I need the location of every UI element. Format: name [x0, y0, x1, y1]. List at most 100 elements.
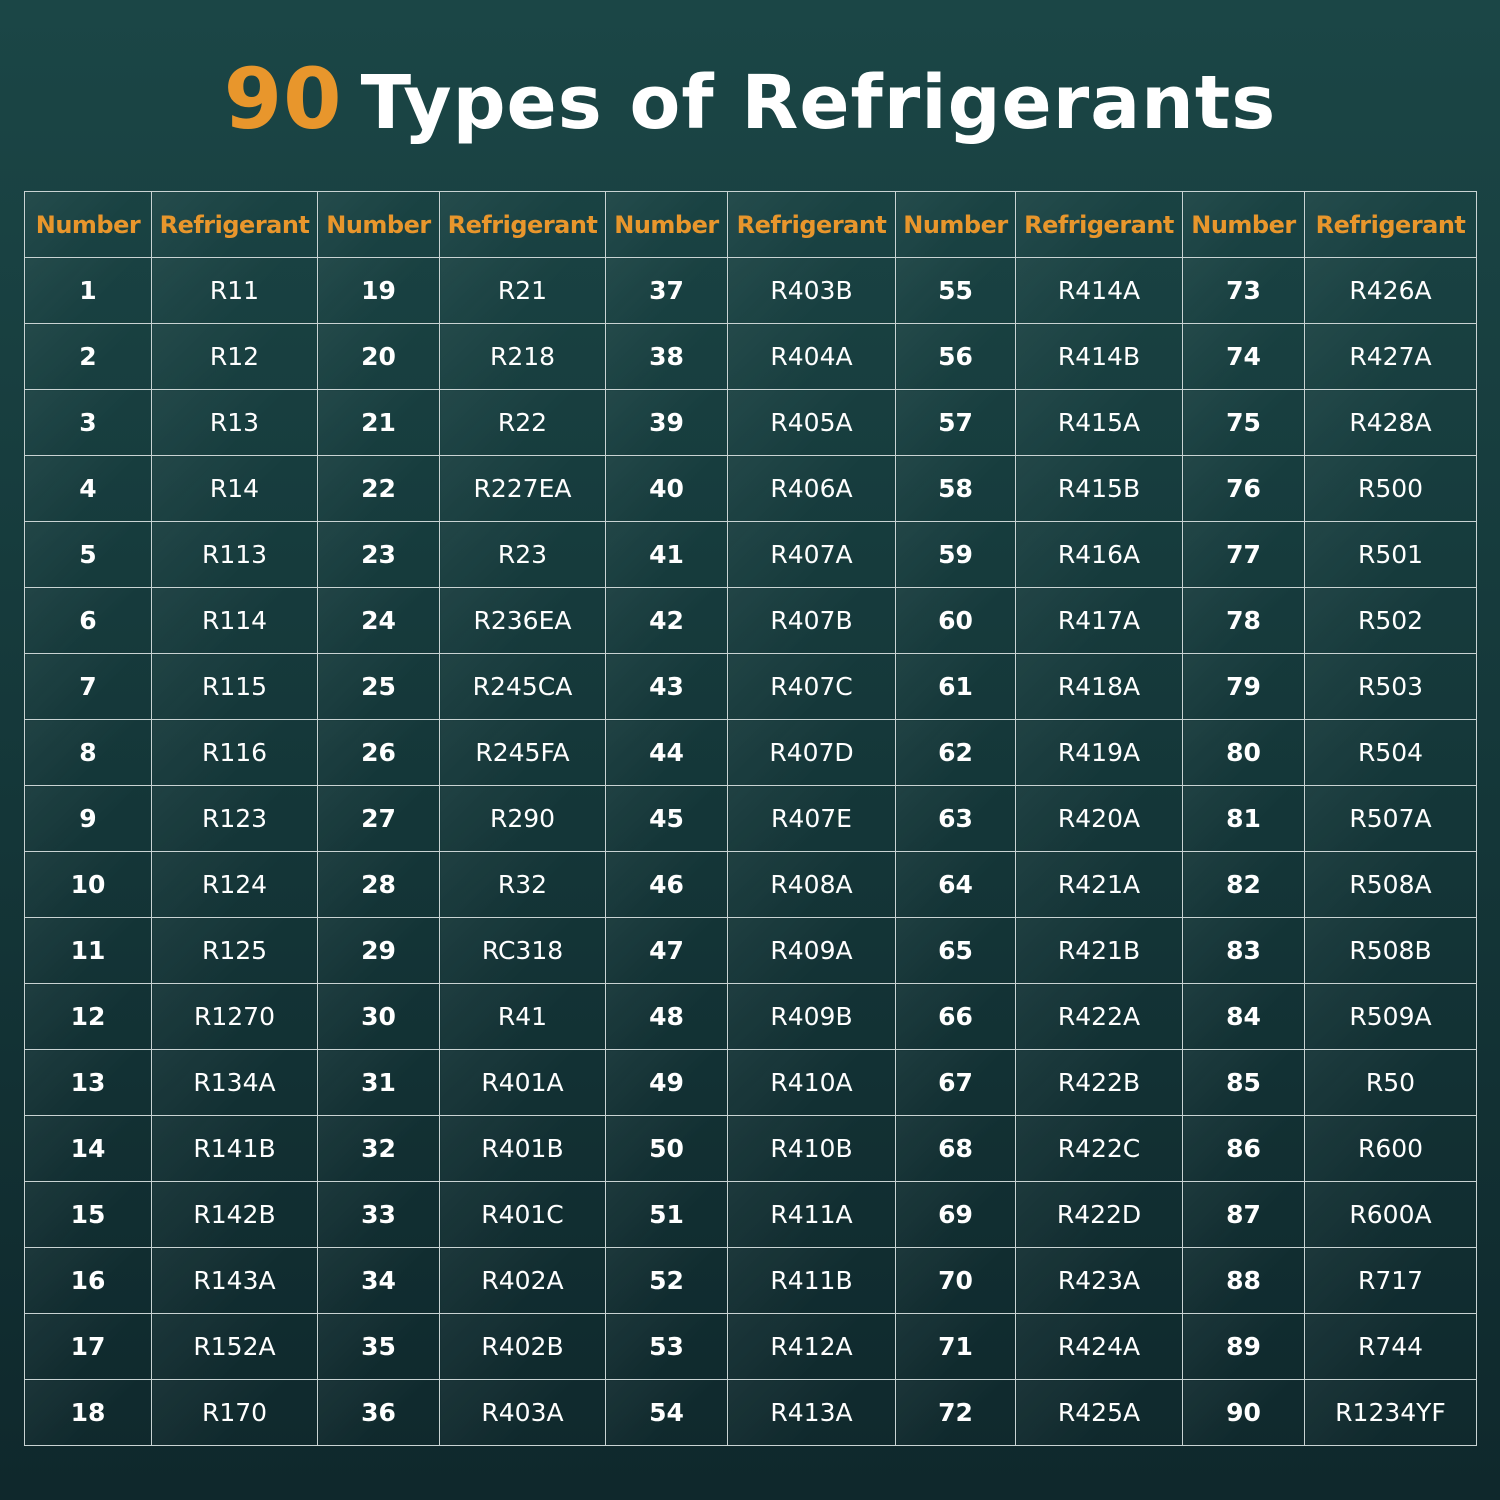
refrigerant-cell: R142B: [151, 1181, 318, 1248]
refrigerant-cell: R408A: [727, 851, 896, 918]
number-cell: 43: [605, 653, 728, 720]
title-text: Types of Refrigerants: [360, 60, 1277, 146]
table-row: 5 R113 23 R23 41 R407A 59 R416A 77 R501: [24, 521, 1477, 588]
number-cell: 34: [317, 1247, 440, 1314]
refrigerant-cell: R41: [439, 983, 606, 1050]
number-cell: 57: [895, 389, 1016, 456]
header-cell: Refrigerant: [439, 191, 606, 258]
refrigerant-cell: R502: [1304, 587, 1477, 654]
number-cell: 44: [605, 719, 728, 786]
refrigerant-cell: R417A: [1015, 587, 1183, 654]
refrigerant-cell: R414B: [1015, 323, 1183, 390]
number-cell: 73: [1182, 257, 1305, 324]
refrigerant-cell: R227EA: [439, 455, 606, 522]
refrigerant-cell: R124: [151, 851, 318, 918]
refrigerant-cell: R508A: [1304, 851, 1477, 918]
number-cell: 74: [1182, 323, 1305, 390]
refrigerant-cell: R422C: [1015, 1115, 1183, 1182]
number-cell: 69: [895, 1181, 1016, 1248]
number-cell: 68: [895, 1115, 1016, 1182]
number-cell: 48: [605, 983, 728, 1050]
refrigerant-cell: R411A: [727, 1181, 896, 1248]
table-row: 8 R116 26 R245FA 44 R407D 62 R419A 80 R504: [24, 719, 1477, 786]
number-cell: 59: [895, 521, 1016, 588]
number-cell: 30: [317, 983, 440, 1050]
number-cell: 49: [605, 1049, 728, 1116]
refrigerant-cell: R401B: [439, 1115, 606, 1182]
refrigerant-cell: R744: [1304, 1313, 1477, 1380]
number-cell: 6: [24, 587, 152, 654]
table-body: 1 R11 19 R21 37 R403B 55 R414A 73 R426A 2 R12 20 R218…: [24, 257, 1477, 1446]
header-cell: Refrigerant: [1015, 191, 1183, 258]
refrigerant-cell: R503: [1304, 653, 1477, 720]
refrigerant-cell: R416A: [1015, 521, 1183, 588]
number-cell: 52: [605, 1247, 728, 1314]
number-cell: 71: [895, 1313, 1016, 1380]
table-row: 2 R12 20 R218 38 R404A 56 R414B 74 R427A: [24, 323, 1477, 390]
refrigerant-cell: R717: [1304, 1247, 1477, 1314]
number-cell: 20: [317, 323, 440, 390]
refrigerant-cell: R424A: [1015, 1313, 1183, 1380]
table-row: 17 R152A 35 R402B 53 R412A 71 R424A 89 R744: [24, 1313, 1477, 1380]
refrigerant-cell: R290: [439, 785, 606, 852]
refrigerant-cell: R508B: [1304, 917, 1477, 984]
number-cell: 39: [605, 389, 728, 456]
number-cell: 21: [317, 389, 440, 456]
table-row: 12 R1270 30 R41 48 R409B 66 R422A 84 R509A: [24, 983, 1477, 1050]
refrigerant-cell: R421A: [1015, 851, 1183, 918]
number-cell: 8: [24, 719, 152, 786]
number-cell: 27: [317, 785, 440, 852]
number-cell: 63: [895, 785, 1016, 852]
number-cell: 51: [605, 1181, 728, 1248]
refrigerant-cell: R507A: [1304, 785, 1477, 852]
number-cell: 54: [605, 1379, 728, 1446]
refrigerant-cell: R401C: [439, 1181, 606, 1248]
refrigerant-cell: R116: [151, 719, 318, 786]
number-cell: 75: [1182, 389, 1305, 456]
table-row: 9 R123 27 R290 45 R407E 63 R420A 81 R507A: [24, 785, 1477, 852]
number-cell: 25: [317, 653, 440, 720]
refrigerant-cell: R413A: [727, 1379, 896, 1446]
refrigerant-cell: R1234YF: [1304, 1379, 1477, 1446]
number-cell: 58: [895, 455, 1016, 522]
refrigerant-cell: R415A: [1015, 389, 1183, 456]
number-cell: 24: [317, 587, 440, 654]
number-cell: 76: [1182, 455, 1305, 522]
refrigerant-cell: R32: [439, 851, 606, 918]
table-row: 1 R11 19 R21 37 R403B 55 R414A 73 R426A: [24, 257, 1477, 324]
number-cell: 50: [605, 1115, 728, 1182]
number-cell: 55: [895, 257, 1016, 324]
number-cell: 53: [605, 1313, 728, 1380]
number-cell: 87: [1182, 1181, 1305, 1248]
number-cell: 86: [1182, 1115, 1305, 1182]
refrigerant-cell: R407D: [727, 719, 896, 786]
number-cell: 28: [317, 851, 440, 918]
refrigerant-cell: R426A: [1304, 257, 1477, 324]
refrigerant-cell: R410A: [727, 1049, 896, 1116]
number-cell: 38: [605, 323, 728, 390]
refrigerant-cell: R401A: [439, 1049, 606, 1116]
refrigerant-cell: R428A: [1304, 389, 1477, 456]
refrigerant-cell: R22: [439, 389, 606, 456]
number-cell: 61: [895, 653, 1016, 720]
refrigerant-cell: R405A: [727, 389, 896, 456]
refrigerant-cell: R407E: [727, 785, 896, 852]
refrigerant-cell: R403B: [727, 257, 896, 324]
table-row: 15 R142B 33 R401C 51 R411A 69 R422D 87 R600A: [24, 1181, 1477, 1248]
refrigerant-cell: R170: [151, 1379, 318, 1446]
header-cell: Refrigerant: [727, 191, 896, 258]
refrigerant-cell: R245CA: [439, 653, 606, 720]
number-cell: 9: [24, 785, 152, 852]
number-cell: 10: [24, 851, 152, 918]
number-cell: 1: [24, 257, 152, 324]
refrigerant-cell: R409B: [727, 983, 896, 1050]
number-cell: 4: [24, 455, 152, 522]
number-cell: 37: [605, 257, 728, 324]
number-cell: 79: [1182, 653, 1305, 720]
table-row: 11 R125 29 RC318 47 R409A 65 R421B 83 R508B: [24, 917, 1477, 984]
header-cell: Refrigerant: [1304, 191, 1477, 258]
number-cell: 81: [1182, 785, 1305, 852]
number-cell: 64: [895, 851, 1016, 918]
refrigerant-cell: R218: [439, 323, 606, 390]
